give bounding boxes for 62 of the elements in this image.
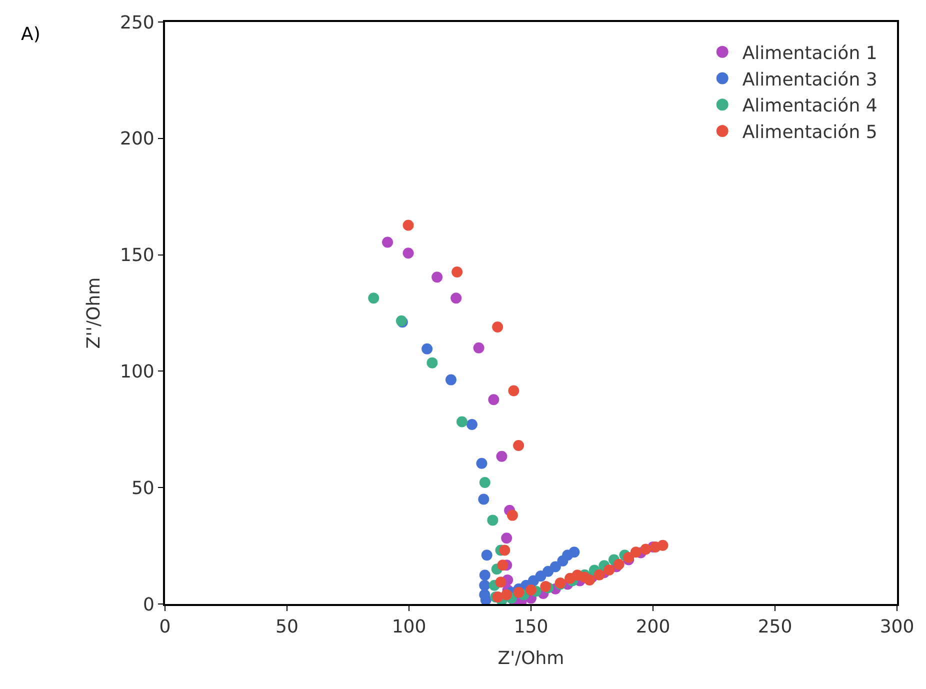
- x-tick-label: 200: [636, 616, 670, 638]
- point: [613, 558, 624, 570]
- point: [402, 248, 414, 259]
- x-tick-label: 300: [880, 616, 914, 638]
- y-tick-label: 50: [131, 478, 154, 499]
- y-tick-label: 100: [120, 362, 154, 382]
- point: [550, 561, 561, 572]
- x-tick-label: 150: [514, 616, 548, 638]
- point: [450, 292, 462, 304]
- legend-label: Alimentación 5: [742, 122, 878, 144]
- point: [488, 394, 500, 406]
- point: [473, 342, 484, 354]
- point: [382, 236, 394, 248]
- x-tick-label: 0: [159, 616, 171, 638]
- point: [432, 272, 443, 283]
- legend-label: Alimentación 3: [742, 69, 878, 90]
- point: [501, 589, 512, 600]
- point: [501, 532, 512, 544]
- y-tick-label: 250: [120, 12, 154, 34]
- point: [640, 544, 652, 555]
- point: [445, 374, 456, 386]
- point: [506, 510, 518, 521]
- y-tick-label: 150: [120, 245, 154, 266]
- x-tick-label: 100: [392, 616, 426, 638]
- y-axis-title: Z''/Ohm: [84, 277, 105, 349]
- point: [630, 546, 642, 558]
- point: [368, 292, 380, 304]
- point: [623, 552, 634, 563]
- point: [495, 576, 506, 588]
- point: [478, 494, 490, 505]
- point: [496, 450, 508, 462]
- point: [487, 514, 498, 526]
- y-tick-label: 200: [120, 128, 154, 150]
- point: [422, 343, 433, 354]
- point: [513, 586, 524, 598]
- point: [492, 321, 504, 332]
- point: [513, 440, 524, 451]
- point: [657, 540, 668, 551]
- point: [426, 357, 438, 368]
- point: [568, 546, 580, 558]
- point: [540, 581, 552, 592]
- point: [497, 560, 508, 571]
- point: [481, 550, 492, 561]
- point: [584, 574, 596, 586]
- point: [479, 476, 490, 488]
- point: [526, 584, 536, 596]
- legend-label: Alimentación 1: [742, 42, 878, 64]
- point: [452, 266, 463, 278]
- point: [479, 570, 490, 581]
- point: [480, 594, 492, 604]
- point: [466, 419, 478, 430]
- y-tick-label: 0: [142, 594, 154, 616]
- x-tick-label: 250: [758, 616, 792, 638]
- point: [508, 385, 520, 396]
- point: [476, 458, 488, 469]
- point: [456, 416, 468, 428]
- x-tick-label: 50: [276, 616, 298, 638]
- point: [402, 220, 414, 231]
- x-axis-title: Z'/Ohm: [498, 648, 564, 670]
- text: A): [21, 24, 40, 45]
- legend-label: Alimentación 4: [742, 96, 878, 117]
- point: [499, 544, 510, 556]
